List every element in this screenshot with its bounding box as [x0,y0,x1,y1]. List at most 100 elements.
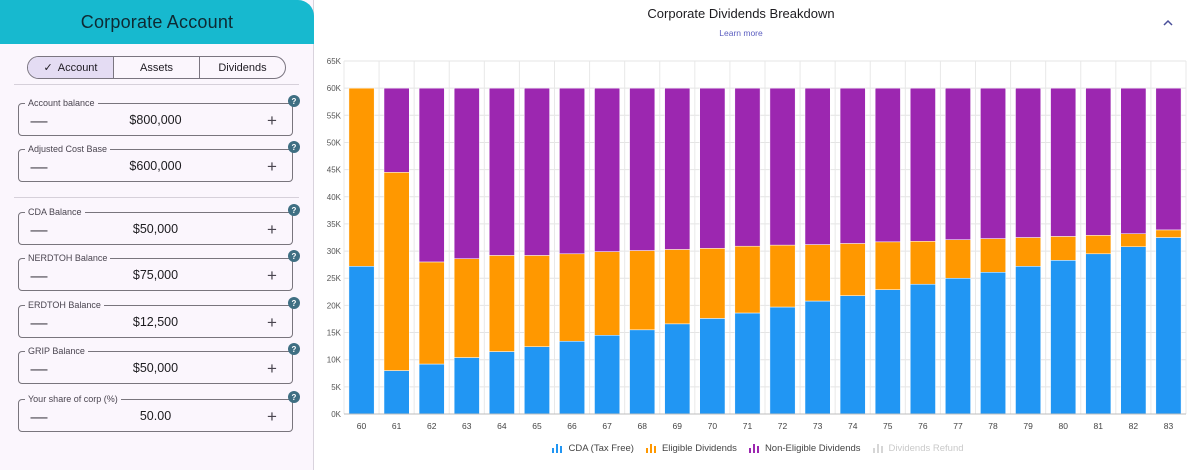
help-icon[interactable]: ? [288,141,300,153]
bar-eligible-dividends-68 [629,250,656,331]
help-icon[interactable]: ? [288,204,300,216]
decrement-button[interactable]: — [30,110,48,130]
tab-account[interactable]: ✓ Account [28,57,113,78]
bar-non-eligible-dividends-75 [874,87,901,243]
bar-non-eligible-dividends-70 [699,87,726,249]
x-tick-label: 75 [883,421,893,431]
bar-chart-icon [872,444,883,453]
x-tick-label: 81 [1094,421,1104,431]
bar-eligible-dividends-66 [559,253,585,342]
bar-non-eligible-dividends-80 [1050,87,1077,237]
bar-non-eligible-dividends-66 [559,87,585,255]
increment-button[interactable]: + [267,156,277,176]
field-label: NERDTOH Balance [25,252,111,264]
tab-assets[interactable]: Assets [113,57,199,78]
increment-button[interactable]: + [267,265,277,285]
corp-share-input[interactable]: 50.00 [139,408,172,423]
x-tick-label: 77 [953,421,963,431]
learn-more-link[interactable]: Learn more [719,28,763,38]
decrement-button[interactable]: — [30,312,48,332]
increment-button[interactable]: + [267,312,277,332]
erdtoh-balance-field: ERDTOH Balance ? — $12,500 + [18,297,300,338]
bar-cda-tax-free-66 [559,340,585,415]
adjusted-cost-base-input[interactable]: $600,000 [129,158,182,173]
increment-button[interactable]: + [267,219,277,239]
legend-item[interactable]: Non-Eligible Dividends [748,441,861,455]
bar-eligible-dividends-74 [839,243,866,296]
divider-middle [14,197,299,198]
increment-button[interactable]: + [267,110,277,130]
y-tick-label: 35K [327,220,342,229]
bar-non-eligible-dividends-74 [839,87,866,244]
legend-label: Eligible Dividends [661,442,737,454]
decrement-button[interactable]: — [30,219,48,239]
panel-header: Corporate Account [0,0,314,44]
bar-cda-tax-free-71 [734,312,761,415]
tab-dividends[interactable]: Dividends [199,57,285,78]
bar-chart-icon [552,444,563,453]
field-label: Adjusted Cost Base [25,143,111,155]
legend-item[interactable]: CDA (Tax Free) [552,441,634,455]
divider-top [14,84,299,85]
bar-non-eligible-dividends-82 [1120,87,1147,234]
nerdtoh-balance-input[interactable]: $75,000 [132,267,179,282]
help-icon[interactable]: ? [288,297,300,309]
legend-item[interactable]: Eligible Dividends [645,441,737,455]
y-tick-label: 55K [327,111,342,120]
cda-balance-input[interactable]: $50,000 [132,221,179,236]
bar-eligible-dividends-62 [418,261,445,365]
bar-cda-tax-free-78 [980,272,1006,415]
bar-chart-icon [748,444,759,453]
y-tick-label: 15K [327,329,342,338]
account-balance-input[interactable]: $800,000 [129,112,182,127]
chart-legend: CDA (Tax Free) Eligible Dividends Non-Elig… [316,441,1200,455]
bar-eligible-dividends-78 [980,238,1006,273]
help-icon[interactable]: ? [288,343,300,355]
bar-non-eligible-dividends-73 [804,87,831,245]
bar-cda-tax-free-70 [699,318,726,415]
decrement-button[interactable]: — [30,358,48,378]
grip-balance-input[interactable]: $50,000 [132,360,179,375]
bar-eligible-dividends-61 [383,172,410,371]
bar-non-eligible-dividends-61 [383,87,410,173]
decrement-button[interactable]: — [30,265,48,285]
bar-eligible-dividends-73 [804,244,831,302]
erdtoh-balance-input[interactable]: $12,500 [132,314,179,329]
x-tick-label: 63 [462,421,472,431]
x-tick-label: 65 [532,421,542,431]
y-tick-label: 25K [327,274,342,283]
x-tick-label: 70 [708,421,718,431]
bar-cda-tax-free-64 [488,351,515,415]
field-label: Account balance [25,97,98,109]
x-tick-label: 72 [778,421,788,431]
bar-eligible-dividends-63 [453,258,480,358]
help-icon[interactable]: ? [288,391,300,403]
increment-button[interactable]: + [267,358,277,378]
bar-non-eligible-dividends-78 [980,87,1006,239]
y-tick-label: 20K [327,301,342,310]
bar-cda-tax-free-69 [664,323,691,415]
bar-cda-tax-free-65 [524,346,550,415]
decrement-button[interactable]: — [30,156,48,176]
legend-item[interactable]: Dividends Refund [872,441,964,455]
bar-cda-tax-free-73 [804,300,831,415]
help-icon[interactable]: ? [288,250,300,262]
field-label: GRIP Balance [25,345,88,357]
collapse-chevron-icon[interactable] [1160,14,1176,30]
dividends-bar-chart: 0K 5K 10K 15K 20K 25K 30K 35K 40K 45K 50K 55K 60K 65K… [327,57,1187,431]
increment-button[interactable]: + [267,406,277,426]
x-tick-label: 79 [1023,421,1033,431]
legend-label: Dividends Refund [888,442,964,454]
bar-non-eligible-dividends-79 [1015,87,1042,238]
bar-eligible-dividends-79 [1015,237,1042,267]
y-tick-label: 10K [327,356,342,365]
bar-cda-tax-free-62 [418,363,445,415]
field-label: Your share of corp (%) [25,393,121,405]
cda-balance-field: CDA Balance ? — $50,000 + [18,204,300,245]
bar-non-eligible-dividends-65 [524,87,550,256]
bar-eligible-dividends-64 [488,255,515,352]
decrement-button[interactable]: — [30,406,48,426]
check-icon: ✓ [43,62,53,74]
help-icon[interactable]: ? [288,95,300,107]
bar-non-eligible-dividends-81 [1085,87,1112,236]
